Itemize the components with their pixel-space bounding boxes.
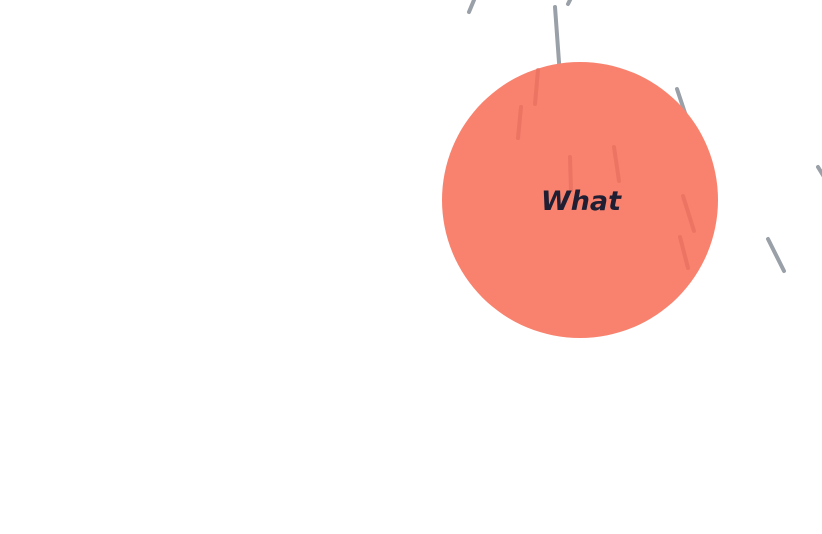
rain-streak <box>816 165 822 178</box>
rain-streak <box>766 237 786 273</box>
circle-label: What <box>541 186 622 217</box>
rain-streak <box>678 235 690 270</box>
rain-streak <box>533 68 540 106</box>
rain-streak <box>467 0 476 14</box>
rain-streak <box>516 105 523 140</box>
rain-streak <box>566 0 573 6</box>
rain-streaks-foreground <box>516 68 696 270</box>
circle-bubble <box>442 62 718 338</box>
rain-streak <box>681 194 696 233</box>
rain-streak <box>612 145 621 183</box>
rain-streak <box>568 155 573 192</box>
